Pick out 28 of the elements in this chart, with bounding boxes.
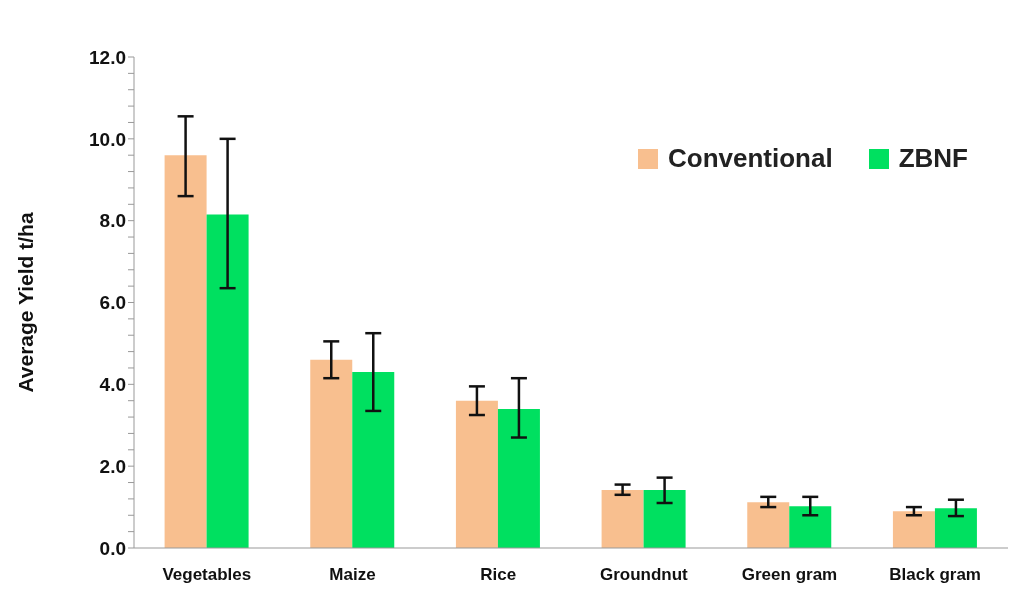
bar <box>747 502 790 548</box>
x-tick-label: Black gram <box>889 565 981 585</box>
bar <box>934 508 977 548</box>
bar <box>601 489 644 548</box>
bar <box>497 408 540 548</box>
legend-label: Conventional <box>668 143 833 174</box>
bar <box>789 506 832 548</box>
bar <box>206 214 249 548</box>
y-tick-label: 8.0 <box>99 210 126 232</box>
bar <box>892 511 935 548</box>
x-tick-label: Green gram <box>741 565 838 585</box>
bar <box>455 400 498 548</box>
y-tick-label: 4.0 <box>99 374 126 396</box>
bar <box>643 489 686 548</box>
bar <box>164 155 207 548</box>
y-axis-title: Average Yield t/ha <box>14 212 38 393</box>
legend-label: ZBNF <box>898 143 968 174</box>
x-tick-label: Groundnut <box>599 565 689 585</box>
x-tick-label: Vegetables <box>162 565 252 585</box>
y-tick-label: 2.0 <box>99 455 126 477</box>
x-tick-label: Maize <box>329 565 376 585</box>
bar <box>310 359 353 548</box>
y-tick-label: 10.0 <box>89 128 126 150</box>
y-tick-label: 6.0 <box>99 292 126 314</box>
bar <box>352 372 395 548</box>
x-tick-label: Rice <box>480 565 517 585</box>
y-tick-label: 0.0 <box>99 537 126 559</box>
y-tick-label: 12.0 <box>89 46 126 68</box>
